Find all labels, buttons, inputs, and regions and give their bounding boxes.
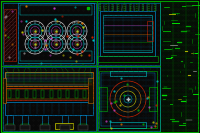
- Bar: [4, 9, 16, 61]
- Bar: [98, 67, 160, 131]
- Bar: [100, 11, 155, 56]
- Bar: [20, 125, 30, 130]
- Bar: [60, 125, 70, 130]
- Bar: [3, 67, 96, 131]
- Bar: [41, 90, 44, 98]
- Bar: [6, 73, 92, 85]
- Bar: [147, 21, 153, 41]
- Bar: [50, 90, 53, 98]
- Bar: [62, 115, 68, 125]
- Bar: [7, 115, 13, 125]
- Bar: [22, 115, 28, 125]
- Bar: [25, 90, 28, 98]
- Bar: [5, 102, 93, 115]
- Bar: [99, 71, 157, 128]
- Bar: [6, 89, 92, 99]
- Bar: [20, 51, 92, 61]
- Bar: [101, 73, 155, 126]
- Bar: [5, 125, 15, 130]
- Bar: [21, 124, 29, 127]
- Bar: [55, 123, 73, 129]
- Bar: [41, 124, 49, 127]
- Bar: [80, 115, 86, 125]
- Bar: [58, 90, 61, 98]
- Bar: [88, 78, 93, 103]
- Bar: [110, 71, 146, 76]
- Bar: [160, 1, 198, 132]
- Bar: [5, 72, 93, 86]
- Bar: [42, 115, 48, 125]
- Bar: [83, 90, 86, 98]
- Bar: [79, 124, 87, 127]
- Bar: [3, 78, 6, 103]
- Bar: [33, 90, 36, 98]
- Bar: [110, 122, 146, 128]
- Bar: [3, 3, 96, 65]
- Bar: [40, 125, 50, 130]
- Bar: [97, 56, 158, 62]
- Bar: [103, 15, 152, 52]
- Bar: [99, 87, 107, 111]
- Bar: [18, 3, 94, 63]
- Bar: [61, 124, 69, 127]
- Bar: [6, 124, 14, 127]
- Bar: [75, 90, 78, 98]
- Bar: [16, 90, 19, 98]
- Bar: [5, 88, 93, 100]
- Bar: [66, 90, 69, 98]
- Bar: [98, 3, 160, 65]
- Bar: [78, 125, 88, 130]
- Bar: [20, 5, 92, 15]
- Bar: [149, 87, 157, 111]
- Bar: [8, 90, 11, 98]
